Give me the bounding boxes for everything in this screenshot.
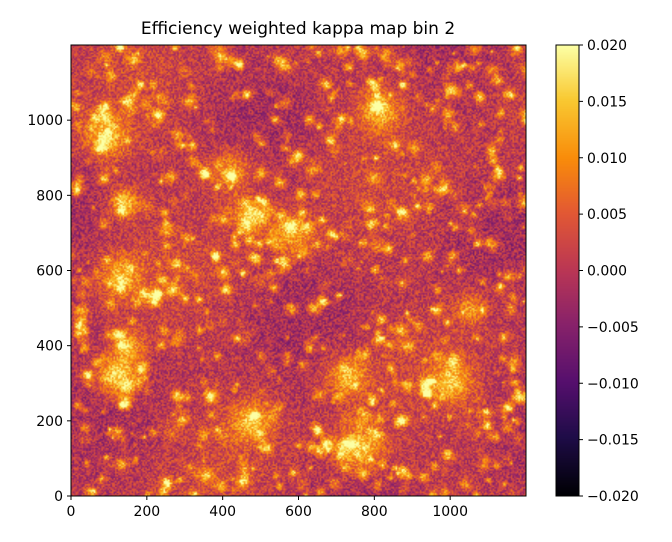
y-tick-label: 200 bbox=[36, 414, 63, 430]
colorbar-tick-label: 0.005 bbox=[587, 207, 627, 223]
y-tick-label: 400 bbox=[36, 339, 63, 355]
colorbar-tick-label: −0.010 bbox=[587, 376, 639, 392]
colorbar-tick-label: 0.015 bbox=[587, 94, 627, 110]
y-tick-label: 600 bbox=[36, 264, 63, 280]
colorbar-tick-label: −0.020 bbox=[587, 489, 639, 505]
heatmap-plot bbox=[70, 44, 527, 497]
y-tick-label: 800 bbox=[36, 188, 63, 204]
colorbar-ticks: −0.020 −0.015 −0.010 −0.005 0.000 0.005 0.010 0… bbox=[579, 38, 639, 505]
y-tick-label: 1000 bbox=[27, 113, 63, 129]
colorbar-tick-label: 0.000 bbox=[587, 264, 627, 280]
chart-title: Efficiency weighted kappa map bin 2 bbox=[141, 19, 455, 39]
colorbar-tick-label: −0.015 bbox=[587, 433, 639, 449]
y-tick-label: 0 bbox=[54, 489, 63, 505]
x-tick-label: 800 bbox=[361, 504, 388, 520]
x-tick-label: 400 bbox=[209, 504, 236, 520]
colorbar-tick-label: 0.010 bbox=[587, 151, 627, 167]
colorbar: −0.020 −0.015 −0.010 −0.005 0.000 0.005 0.010 0… bbox=[555, 38, 639, 505]
x-axis: 0 200 400 600 800 1000 bbox=[67, 496, 468, 520]
x-tick-label: 200 bbox=[133, 504, 160, 520]
colorbar-tick-label: −0.005 bbox=[587, 320, 639, 336]
colorbar-gradient bbox=[556, 45, 579, 496]
x-tick-label: 600 bbox=[285, 504, 312, 520]
kappa-map-image bbox=[71, 45, 526, 496]
x-tick-label: 1000 bbox=[432, 504, 468, 520]
y-axis: 0 200 400 600 800 1000 bbox=[27, 113, 71, 505]
colorbar-tick-label: 0.020 bbox=[587, 38, 627, 54]
x-tick-label: 0 bbox=[67, 504, 76, 520]
